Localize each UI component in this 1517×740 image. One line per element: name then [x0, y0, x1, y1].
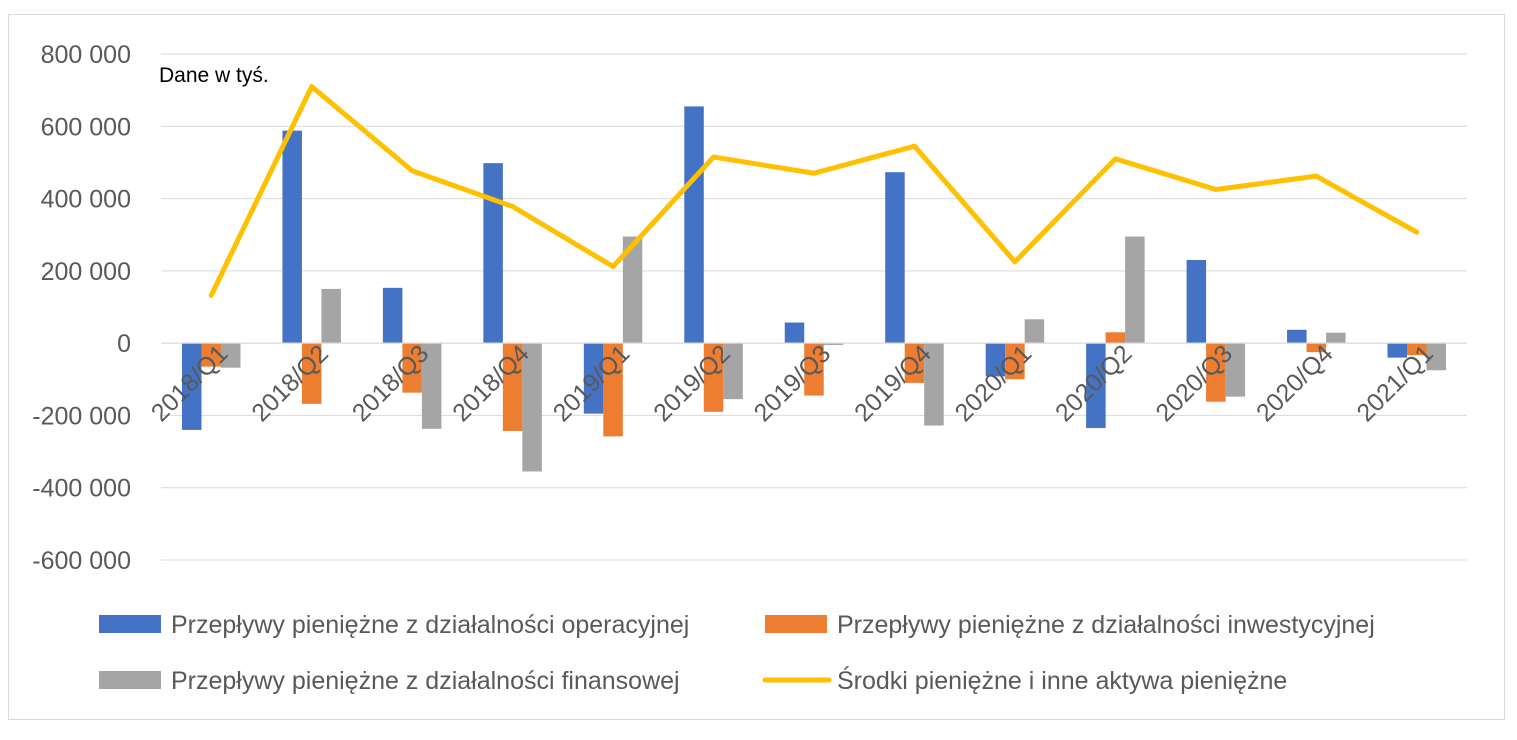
y-tick-label: 0 [117, 330, 131, 358]
y-tick-label: 400 000 [41, 186, 131, 214]
y-tick-label: 200 000 [41, 258, 131, 286]
bar-3 [1025, 319, 1045, 343]
legend-swatch [99, 615, 161, 633]
x-tick-label: 2020/Q4 [1251, 340, 1339, 428]
bar-1 [785, 323, 805, 344]
bar-3 [321, 289, 341, 343]
bar-1 [383, 288, 403, 343]
y-tick-label: -400 000 [32, 475, 131, 503]
bar-1 [885, 172, 905, 343]
bar-1 [1287, 330, 1307, 343]
line-series-path [211, 87, 1417, 296]
bar-3 [1326, 333, 1346, 343]
gridlines [161, 54, 1467, 560]
legend-label: Przepływy pieniężne z działalności inwes… [837, 611, 1375, 639]
legend-swatch [99, 671, 161, 689]
y-tick-label: 800 000 [41, 41, 131, 69]
bar-1 [1187, 260, 1207, 343]
y-tick-label: -200 000 [32, 402, 131, 430]
chart-frame: 800 000 600 000 400 000 200 000 0 -200 000 -40… [8, 14, 1505, 720]
legend-label: Przepływy pieniężne z działalności finan… [171, 667, 680, 695]
legend-swatch [765, 615, 827, 633]
bar-1 [483, 163, 503, 343]
legend-label: Przepływy pieniężne z działalności opera… [171, 611, 689, 639]
cash-flow-chart: 800 000 600 000 400 000 200 000 0 -200 000 -40… [9, 15, 1506, 721]
line-series [211, 87, 1417, 296]
x-tick-label: 2019/Q4 [849, 340, 937, 428]
bar-1 [282, 131, 302, 344]
legend: Przepływy pieniężne z działalności opera… [99, 611, 1375, 695]
legend-label: Środki pieniężne i inne aktywa pieniężne [837, 665, 1287, 695]
y-tick-label: 600 000 [41, 113, 131, 141]
annotation: Dane w tyś. [159, 64, 269, 87]
y-tick-label: -600 000 [32, 547, 131, 575]
bar-3 [1125, 237, 1145, 344]
y-axis-ticks: 800 000 600 000 400 000 200 000 0 -200 000 -40… [32, 41, 131, 575]
bar-1 [684, 106, 704, 343]
